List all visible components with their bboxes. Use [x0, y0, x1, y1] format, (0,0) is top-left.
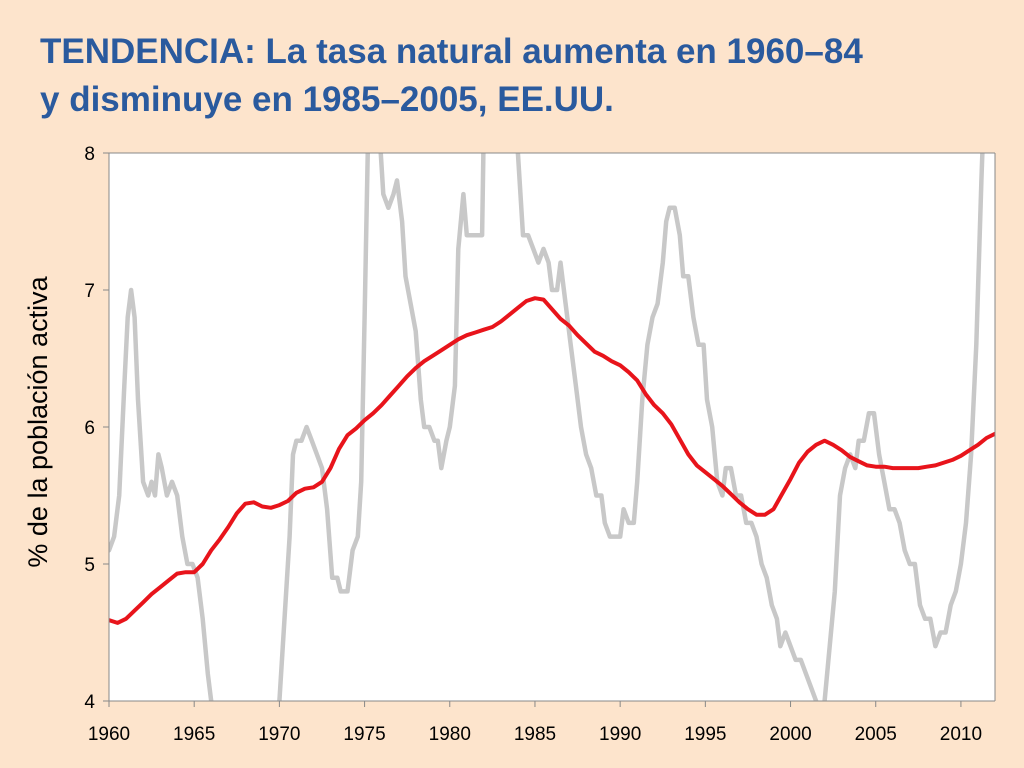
- y-tick-label: 8: [84, 144, 95, 165]
- actual-rate-line: [515, 153, 819, 701]
- y-axis-ticks: 4 5 6 7 8: [84, 144, 109, 713]
- slide-title-line-1: TENDENCIA: La tasa natural aumenta en 19…: [40, 32, 863, 71]
- x-tick-label: 1995: [684, 724, 726, 745]
- x-tick-label: 1970: [258, 724, 300, 745]
- y-axis-title: % de la población activa: [23, 275, 53, 567]
- actual-rate-line: [109, 287, 214, 701]
- actual-rate-line: [822, 153, 985, 701]
- y-tick-label: 6: [84, 418, 95, 439]
- x-tick-label: 1975: [343, 724, 385, 745]
- y-tick-label: 7: [84, 281, 95, 302]
- actual-rate-line: [378, 153, 486, 471]
- x-tick-label: 1985: [514, 724, 556, 745]
- x-tick-label: 2000: [769, 724, 811, 745]
- x-tick-label: 2010: [940, 724, 982, 745]
- y-tick-label: 4: [84, 692, 95, 713]
- x-axis-ticks: 1960 1965 1970 1975 1980 1985 1990 1995 2000 2005…: [88, 701, 982, 745]
- series-group: [109, 153, 995, 701]
- x-tick-label: 1965: [173, 724, 215, 745]
- y-tick-label: 5: [84, 555, 95, 576]
- x-tick-label: 1990: [599, 724, 641, 745]
- natural-rate-line: [109, 296, 995, 625]
- x-tick-label: 1980: [429, 724, 471, 745]
- slide-title: TENDENCIA: La tasa natural aumenta en 19…: [40, 28, 1000, 124]
- plot-area: [109, 153, 995, 701]
- x-tick-label: 2005: [855, 724, 897, 745]
- slide-title-line-2: y disminuye en 1985–2005, EE.UU.: [40, 80, 614, 119]
- x-tick-label: 1960: [88, 724, 130, 745]
